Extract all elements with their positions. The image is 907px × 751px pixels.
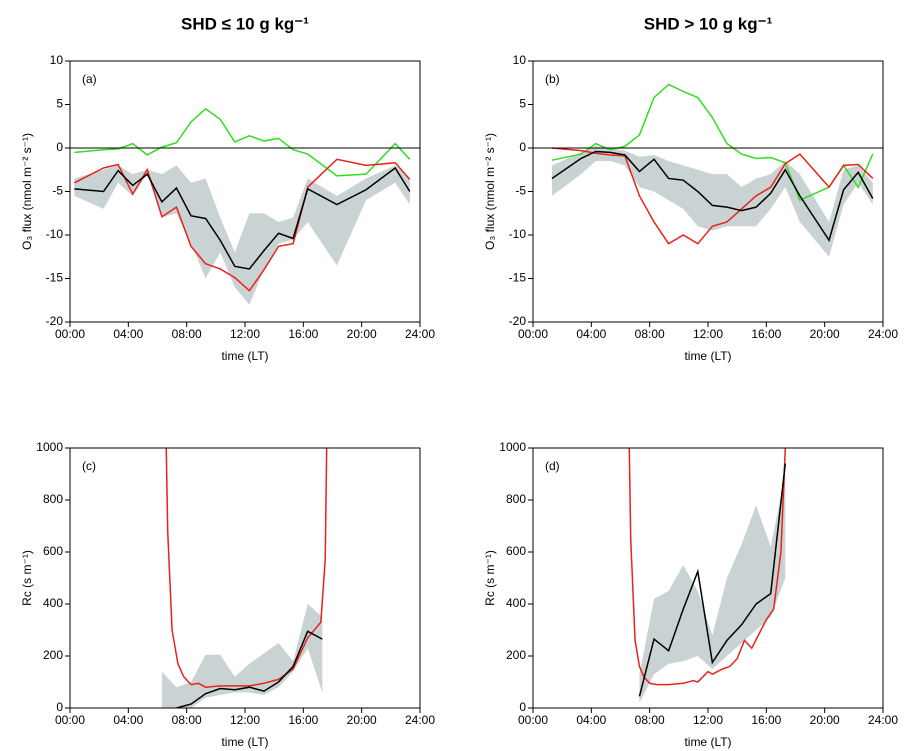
- x-tick-label: 12:00: [693, 713, 723, 727]
- plot-area: [628, 448, 787, 703]
- x-tick-label: 04:00: [113, 327, 143, 341]
- x-tick-label: 08:00: [635, 713, 665, 727]
- panel-label: (c): [82, 459, 96, 473]
- data-line: [628, 448, 787, 686]
- y-tick-label: 10: [50, 53, 64, 67]
- y-tick-label: 5: [519, 97, 526, 111]
- x-tick-label: 24:00: [405, 327, 435, 341]
- x-tick-label: 04:00: [576, 713, 606, 727]
- y-axis-label: O₃ flux (nmol m⁻² s⁻¹): [483, 133, 497, 250]
- x-tick-label: 16:00: [751, 713, 781, 727]
- data-line: [551, 147, 874, 245]
- y-tick-label: 200: [506, 648, 526, 662]
- x-tick-label: 16:00: [751, 327, 781, 341]
- x-tick-label: 12:00: [230, 713, 260, 727]
- x-axis-label: time (LT): [684, 735, 731, 749]
- data-line: [551, 83, 874, 202]
- y-tick-label: -10: [509, 227, 527, 241]
- x-tick-label: 08:00: [172, 713, 202, 727]
- x-tick-label: 20:00: [347, 713, 377, 727]
- x-tick-label: 12:00: [693, 327, 723, 341]
- axes-frame: [532, 447, 884, 709]
- y-tick-label: 800: [43, 492, 63, 506]
- x-tick-label: 16:00: [288, 327, 318, 341]
- y-tick-label: -20: [509, 314, 527, 328]
- panel: 0 200 400 600 800 1000 00:00 04:00 08:00 12:00 16:…: [20, 440, 435, 749]
- y-tick-label: 600: [43, 544, 63, 558]
- range-band: [639, 474, 786, 703]
- y-axis-label: O₃ flux (nmol m⁻² s⁻¹): [20, 133, 34, 250]
- y-tick-label: 0: [56, 140, 63, 154]
- x-tick-label: 04:00: [113, 713, 143, 727]
- x-tick-label: 08:00: [635, 327, 665, 341]
- data-line: [176, 630, 323, 708]
- y-tick-label: 800: [506, 492, 526, 506]
- y-tick-label: -5: [52, 184, 63, 198]
- y-tick-label: -10: [46, 227, 64, 241]
- x-tick-label: 00:00: [518, 327, 548, 341]
- x-axis-label: time (LT): [221, 735, 268, 749]
- x-tick-label: 08:00: [172, 327, 202, 341]
- panel-label: (a): [82, 72, 97, 86]
- data-line: [74, 158, 411, 292]
- data-line: [638, 463, 787, 697]
- x-axis-label: time (LT): [684, 349, 731, 363]
- x-tick-label: 16:00: [288, 713, 318, 727]
- x-tick-label: 00:00: [55, 327, 85, 341]
- x-tick-label: 00:00: [518, 713, 548, 727]
- y-tick-label: 10: [513, 53, 527, 67]
- y-tick-label: 0: [519, 140, 526, 154]
- y-tick-label: 600: [506, 544, 526, 558]
- y-axis-label: Rc (s m⁻¹): [20, 550, 34, 606]
- x-tick-label: 00:00: [55, 713, 85, 727]
- y-tick-label: 200: [43, 648, 63, 662]
- column-title: SHD ≤ 10 g kg⁻¹: [181, 14, 309, 33]
- x-axis-label: time (LT): [221, 349, 268, 363]
- x-tick-label: 04:00: [576, 327, 606, 341]
- panel: -20 -15 -10 -5 0 5 10 00:00 04:00 08:00 12:00 16:00…: [20, 14, 435, 363]
- plot-area: [74, 107, 411, 305]
- data-line: [165, 448, 328, 688]
- panel-label: (b): [545, 72, 560, 86]
- x-tick-label: 24:00: [868, 327, 898, 341]
- x-tick-label: 20:00: [810, 327, 840, 341]
- y-tick-label: 400: [506, 596, 526, 610]
- y-tick-label: 400: [43, 596, 63, 610]
- range-band: [551, 146, 873, 257]
- data-line: [74, 166, 411, 270]
- plot-area: [551, 83, 874, 257]
- column-title: SHD > 10 g kg⁻¹: [644, 14, 773, 33]
- range-band: [161, 604, 323, 708]
- y-tick-label: 5: [56, 97, 63, 111]
- panel: 0 200 400 600 800 1000 00:00 04:00 08:00 12:00 16:…: [483, 440, 898, 749]
- x-tick-label: 24:00: [405, 713, 435, 727]
- y-tick-label: 1000: [36, 440, 63, 454]
- plot-area: [161, 448, 328, 708]
- x-tick-label: 24:00: [868, 713, 898, 727]
- panel-label: (d): [545, 459, 560, 473]
- y-tick-label: -15: [509, 271, 527, 285]
- y-axis-label: Rc (s m⁻¹): [483, 550, 497, 606]
- y-tick-label: -5: [515, 184, 526, 198]
- y-tick-label: 0: [519, 700, 526, 714]
- y-tick-label: -20: [46, 314, 64, 328]
- x-tick-label: 12:00: [230, 327, 260, 341]
- y-tick-label: 1000: [499, 440, 526, 454]
- range-band: [74, 165, 410, 305]
- x-tick-label: 20:00: [347, 327, 377, 341]
- data-line: [74, 107, 411, 177]
- y-tick-label: -15: [46, 271, 64, 285]
- panel: -20 -15 -10 -5 0 5 10 00:00 04:00 08:00 12:00 16:00…: [483, 14, 898, 363]
- data-line: [551, 150, 874, 242]
- x-tick-label: 20:00: [810, 713, 840, 727]
- y-tick-label: 0: [56, 700, 63, 714]
